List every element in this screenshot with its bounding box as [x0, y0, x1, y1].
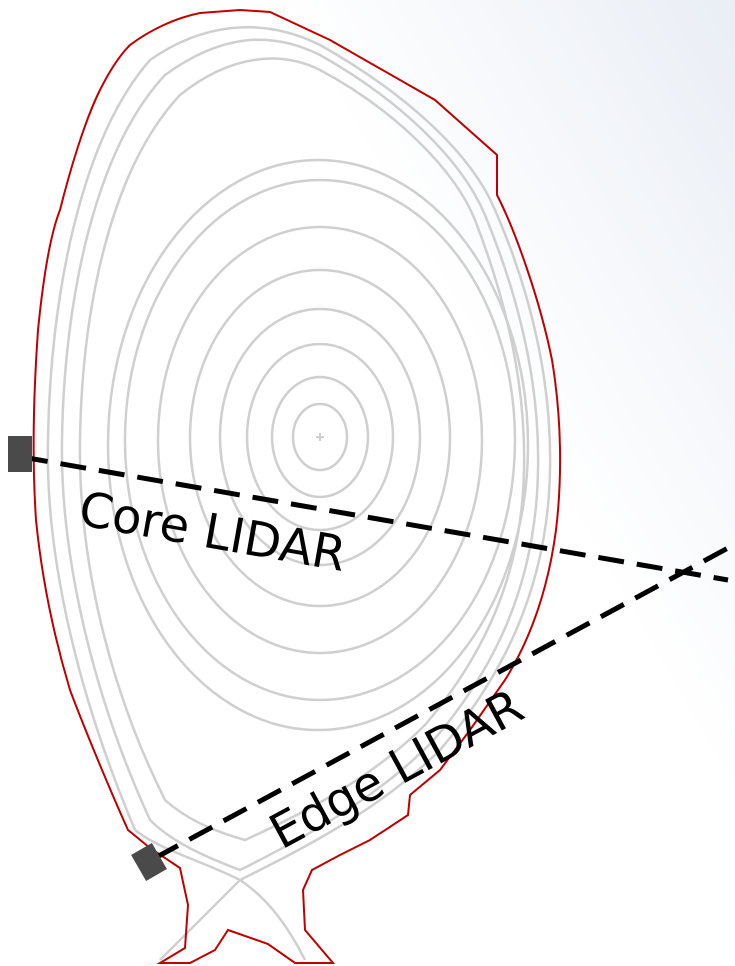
- separatrix: [46, 26, 552, 961]
- flux-surface: [291, 402, 349, 472]
- core-lidar-beam: [21, 454, 729, 583]
- flux-surface: [156, 225, 484, 655]
- flux-surface: [123, 178, 517, 702]
- flux-surface: [245, 342, 395, 532]
- vessel-wall: [32, 8, 562, 964]
- magnetic-axis: [316, 433, 324, 441]
- flux-surface: [60, 38, 540, 872]
- edge-lidar-beam: [153, 545, 730, 861]
- flux-surface: [188, 268, 452, 608]
- flux-surface: [270, 375, 370, 499]
- flux-surfaces: [46, 26, 552, 961]
- lidar-beams: [8, 436, 730, 881]
- flux-surface: [106, 158, 530, 732]
- edge-lidar-port: [131, 843, 167, 881]
- core-lidar-port: [8, 436, 32, 472]
- flux-surface: [218, 307, 422, 567]
- flux-surface: [78, 57, 526, 842]
